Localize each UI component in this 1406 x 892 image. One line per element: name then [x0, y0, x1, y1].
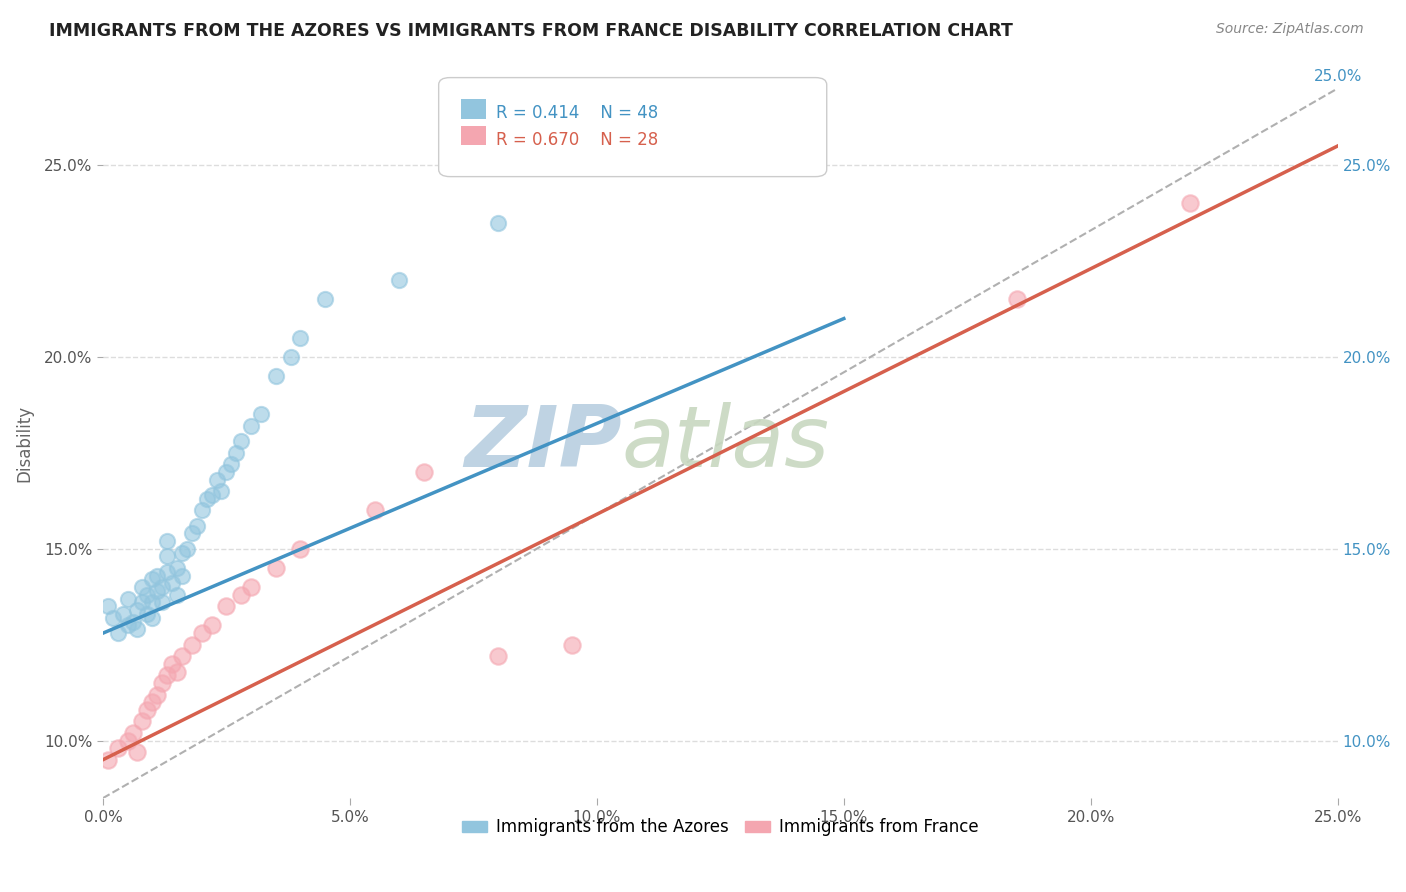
- Point: [486, 649, 509, 664]
- Point: [166, 561, 188, 575]
- Point: [486, 216, 509, 230]
- Point: [150, 580, 173, 594]
- Point: [121, 726, 143, 740]
- Point: [136, 607, 159, 621]
- Point: [156, 565, 179, 579]
- Point: [225, 446, 247, 460]
- Point: [186, 518, 208, 533]
- Point: [231, 588, 253, 602]
- Point: [215, 465, 238, 479]
- Point: [170, 546, 193, 560]
- Text: R = 0.670    N = 28: R = 0.670 N = 28: [496, 131, 658, 149]
- Point: [1178, 196, 1201, 211]
- Point: [146, 568, 169, 582]
- Point: [290, 331, 312, 345]
- Point: [131, 714, 153, 729]
- Point: [200, 488, 222, 502]
- Point: [97, 599, 120, 614]
- Point: [146, 584, 169, 599]
- Point: [221, 458, 243, 472]
- Point: [363, 503, 385, 517]
- Point: [314, 293, 336, 307]
- Point: [111, 607, 134, 621]
- Point: [141, 573, 163, 587]
- Point: [127, 603, 149, 617]
- Point: [97, 753, 120, 767]
- Point: [146, 688, 169, 702]
- Point: [240, 580, 263, 594]
- Point: [117, 618, 139, 632]
- Point: [211, 484, 233, 499]
- Point: [290, 541, 312, 556]
- Point: [231, 434, 253, 449]
- Point: [200, 618, 222, 632]
- Point: [170, 568, 193, 582]
- Point: [127, 745, 149, 759]
- Point: [136, 588, 159, 602]
- Text: atlas: atlas: [621, 401, 830, 484]
- Legend: Immigrants from the Azores, Immigrants from France: Immigrants from the Azores, Immigrants f…: [456, 812, 984, 843]
- Point: [107, 741, 129, 756]
- Point: [160, 657, 183, 671]
- Point: [166, 588, 188, 602]
- Text: R = 0.414    N = 48: R = 0.414 N = 48: [496, 104, 658, 122]
- Point: [170, 649, 193, 664]
- Point: [131, 595, 153, 609]
- Point: [121, 615, 143, 629]
- Point: [141, 611, 163, 625]
- Point: [160, 576, 183, 591]
- Point: [166, 665, 188, 679]
- Point: [388, 273, 411, 287]
- Y-axis label: Disability: Disability: [15, 405, 32, 482]
- Point: [561, 638, 583, 652]
- Point: [136, 703, 159, 717]
- Point: [195, 491, 218, 506]
- Text: Source: ZipAtlas.com: Source: ZipAtlas.com: [1216, 22, 1364, 37]
- Point: [180, 638, 202, 652]
- Point: [190, 626, 212, 640]
- Point: [150, 595, 173, 609]
- Point: [413, 465, 436, 479]
- Point: [156, 534, 179, 549]
- Point: [150, 676, 173, 690]
- Point: [250, 408, 273, 422]
- Point: [190, 503, 212, 517]
- Point: [205, 473, 228, 487]
- Point: [1005, 293, 1028, 307]
- Point: [156, 668, 179, 682]
- Point: [180, 526, 202, 541]
- Point: [176, 541, 198, 556]
- Point: [264, 369, 287, 384]
- Point: [240, 419, 263, 434]
- Point: [127, 623, 149, 637]
- Text: IMMIGRANTS FROM THE AZORES VS IMMIGRANTS FROM FRANCE DISABILITY CORRELATION CHAR: IMMIGRANTS FROM THE AZORES VS IMMIGRANTS…: [49, 22, 1014, 40]
- Point: [107, 626, 129, 640]
- Point: [280, 350, 302, 364]
- Text: ZIP: ZIP: [464, 401, 621, 484]
- Point: [156, 549, 179, 564]
- Point: [131, 580, 153, 594]
- Point: [141, 695, 163, 709]
- Point: [141, 595, 163, 609]
- Point: [117, 733, 139, 747]
- Point: [101, 611, 124, 625]
- Point: [117, 591, 139, 606]
- Point: [215, 599, 238, 614]
- Point: [264, 561, 287, 575]
